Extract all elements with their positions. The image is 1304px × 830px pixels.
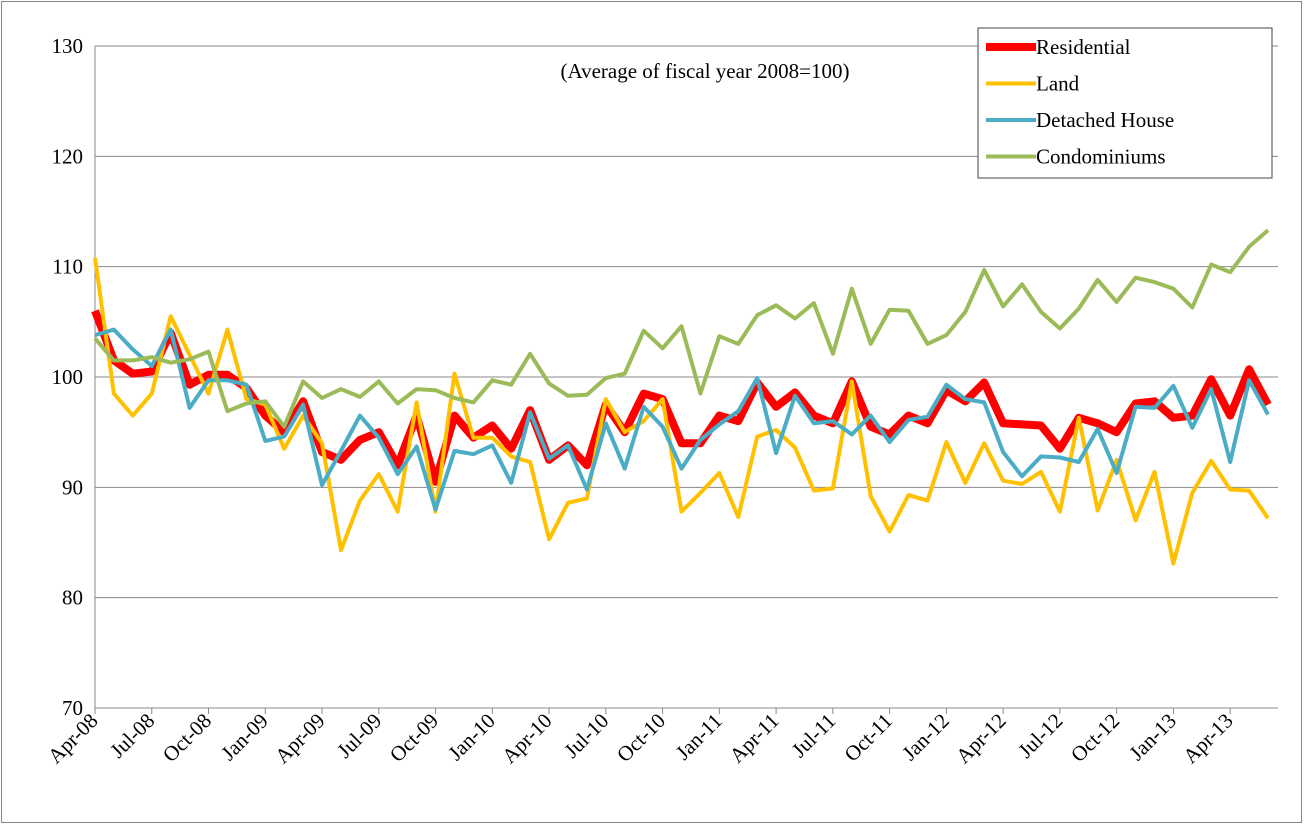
- y-tick-label: 70: [62, 696, 83, 720]
- chart-subtitle: (Average of fiscal year 2008=100): [561, 59, 850, 83]
- legend-box: [977, 27, 1273, 179]
- y-tick-label: 90: [62, 475, 83, 499]
- legend-label: Detached House: [1036, 108, 1174, 132]
- y-tick-label: 100: [52, 365, 84, 389]
- legend-label: Condominiums: [1036, 145, 1166, 169]
- legend-label: Land: [1036, 72, 1080, 96]
- legend-label: Residential: [1036, 35, 1131, 59]
- series-line: [93, 228, 1270, 429]
- y-tick-label: 80: [62, 586, 83, 610]
- series-line: [94, 327, 1270, 512]
- series-line: [93, 257, 1270, 566]
- series-line: [91, 309, 1272, 486]
- y-tick-label: 120: [52, 144, 84, 168]
- y-tick-label: 110: [52, 255, 83, 279]
- y-tick-label: 130: [52, 34, 84, 58]
